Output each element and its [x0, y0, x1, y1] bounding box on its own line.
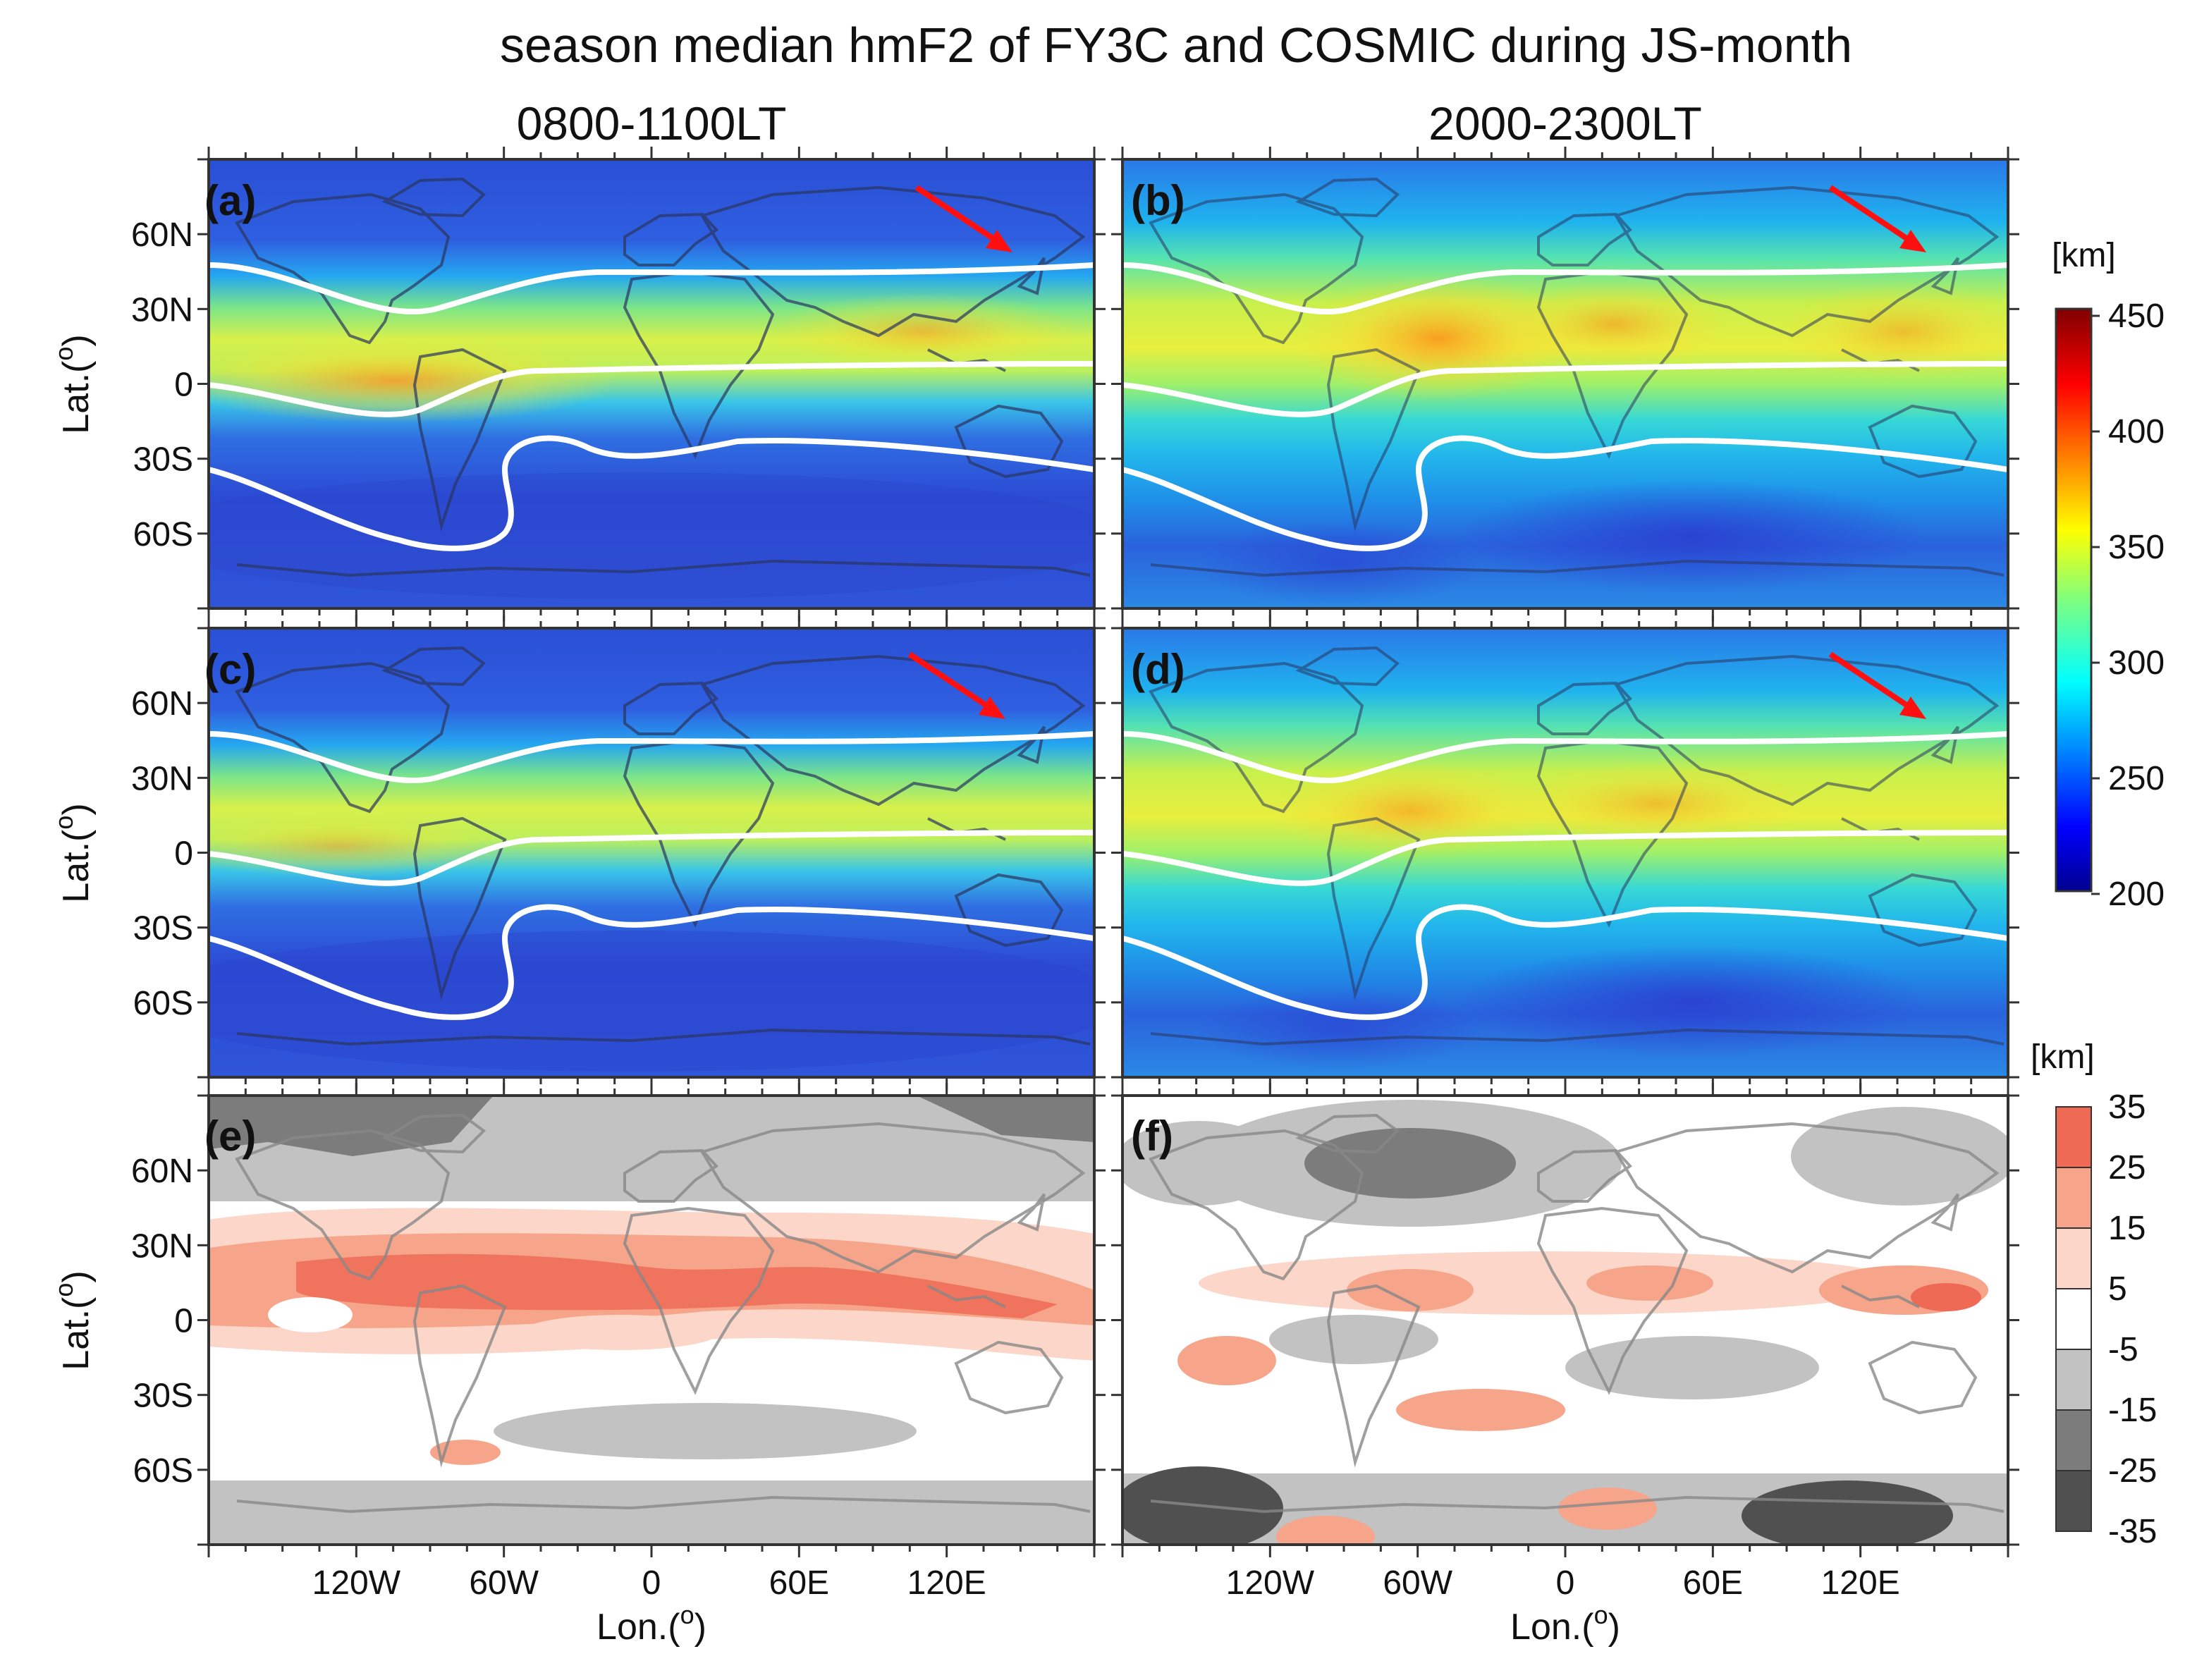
panel-f: (f) — [1121, 1094, 2009, 1546]
y-tick-label: 30N — [131, 760, 193, 797]
colorbar-top-tick: 350 — [2108, 529, 2165, 566]
colorbar-bottom-bin — [2055, 1409, 2092, 1471]
colorbar-top-tick: 300 — [2108, 644, 2165, 682]
y-tick-label: 60N — [131, 216, 193, 254]
y-tick-label: 60S — [133, 1452, 193, 1490]
colorbar-bottom-tick: 25 — [2108, 1149, 2146, 1187]
colorbar-bottom-unit: [km] — [2031, 1038, 2095, 1076]
panel-b: (b) — [1121, 158, 2009, 610]
x-tick-label: 120W — [1226, 1564, 1315, 1602]
colorbar-bottom-bin — [2055, 1349, 2092, 1411]
y-tick-label: 0 — [174, 367, 193, 404]
x-tick-label: 60E — [769, 1564, 829, 1602]
y-tick-label: 0 — [174, 1303, 193, 1340]
y-tick-label: 60N — [131, 685, 193, 723]
colorbar-top-gradient — [2055, 307, 2093, 893]
x-axis-label-f: Lon.(o) — [1510, 1600, 1620, 1648]
colorbar-top: [km] 450 400 350 300 250 200 — [2052, 237, 2165, 913]
y-tick-label: 30S — [133, 441, 193, 479]
panel-e: (e) — [204, 1094, 1096, 1546]
tick-marks — [197, 147, 2019, 1557]
colorbar-bottom-bin — [2055, 1288, 2092, 1350]
column-title-left: 0800-1100LT — [517, 97, 787, 149]
panel-c-tag: (c) — [204, 646, 256, 693]
column-title-right: 2000-2300LT — [1428, 97, 1702, 149]
y-tick-label: 30S — [133, 910, 193, 948]
panel-f-tag: (f) — [1131, 1112, 1173, 1160]
panel-e-tag: (e) — [204, 1112, 256, 1160]
colorbar-top-tick: 250 — [2108, 760, 2165, 797]
y-tick-label: 30N — [131, 291, 193, 329]
colorbar-top-tick: 200 — [2108, 876, 2165, 913]
x-tick-label: 60W — [1383, 1564, 1452, 1602]
colorbar-bottom-bin — [2055, 1167, 2092, 1229]
colorbar-top-unit: [km] — [2052, 237, 2116, 274]
x-axis-label-e: Lon.(o) — [596, 1600, 706, 1648]
panel-a: (a) — [204, 158, 1096, 610]
y-tick-label: 0 — [174, 835, 193, 873]
x-tick-label: 120E — [907, 1564, 986, 1602]
y-axis-label-c: Lat.(o) — [49, 803, 97, 902]
colorbar-bottom-tick: -25 — [2108, 1452, 2157, 1490]
colorbar-bottom-tick: 5 — [2108, 1270, 2127, 1308]
y-tick-label: 60N — [131, 1153, 193, 1190]
panel-d: (d) — [1121, 627, 2009, 1079]
colorbar-bottom-tick: -35 — [2108, 1513, 2157, 1550]
y-tick-labels: 60N 30N 0 30S 60S 60N 30N 0 30S 60S 60N 30N 0 30S 60S — [131, 216, 193, 1490]
panel-b-tag: (b) — [1131, 177, 1185, 224]
panel-c: (c) — [204, 627, 1096, 1079]
colorbar-top-tick: 450 — [2108, 298, 2165, 335]
colorbar-bottom-bin — [2055, 1227, 2092, 1289]
y-tick-label: 30S — [133, 1378, 193, 1415]
y-tick-label: 60S — [133, 985, 193, 1022]
x-tick-label: 0 — [1556, 1564, 1575, 1602]
x-tick-labels: 120W 60W 0 60E 120E 120W 60W 0 60E 120E — [312, 1564, 1900, 1602]
panel-a-tag: (a) — [204, 177, 256, 224]
colorbar-bottom-tick: 35 — [2108, 1089, 2146, 1126]
colorbar-bottom-tick: 15 — [2108, 1210, 2146, 1247]
x-tick-label: 120W — [312, 1564, 401, 1602]
x-tick-label: 60E — [1683, 1564, 1743, 1602]
colorbar-bottom: [km] 35 25 15 5 -5 -15 -25 -35 — [2031, 1038, 2157, 1550]
colorbar-bottom-tick: -5 — [2108, 1331, 2138, 1368]
colorbar-top-tick: 400 — [2108, 413, 2165, 450]
colorbar-bottom-bin — [2055, 1106, 2092, 1168]
colorbar-bottom-bin — [2055, 1470, 2092, 1532]
figure-title: season median hmF2 of FY3C and COSMIC du… — [500, 18, 1852, 73]
x-tick-label: 60W — [469, 1564, 539, 1602]
colorbar-bottom-tick: -15 — [2108, 1392, 2157, 1429]
y-tick-label: 60S — [133, 516, 193, 553]
x-tick-label: 0 — [642, 1564, 661, 1602]
panel-d-tag: (d) — [1131, 646, 1185, 693]
y-axis-label-e: Lat.(o) — [49, 1270, 97, 1370]
x-tick-label: 120E — [1821, 1564, 1900, 1602]
y-tick-label: 30N — [131, 1227, 193, 1265]
y-axis-label-a: Lat.(o) — [49, 334, 97, 434]
